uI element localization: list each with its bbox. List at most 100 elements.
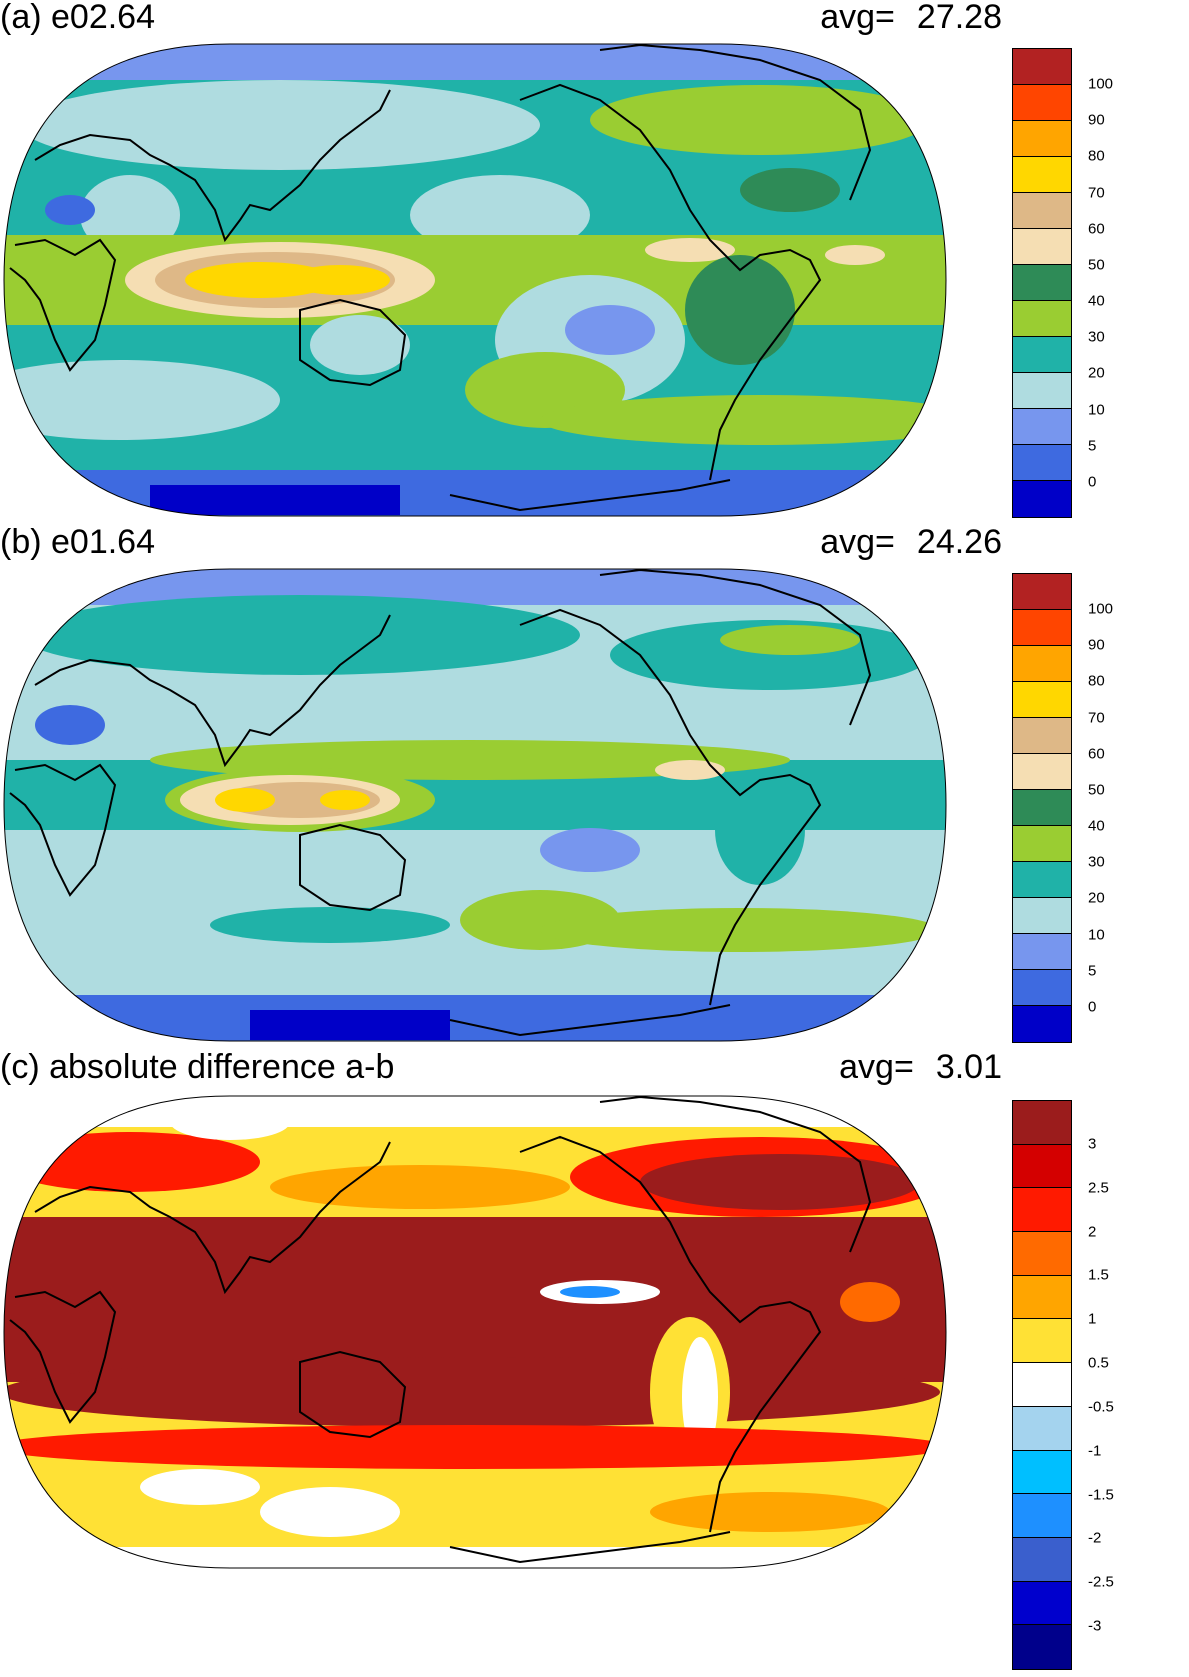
colorbar-swatch <box>1013 445 1071 481</box>
colorbar-swatch <box>1013 373 1071 409</box>
colorbar-tick-label: 30 <box>1088 853 1105 871</box>
colorbar-tick-label: 40 <box>1088 292 1105 310</box>
colorbar-tick-label: 50 <box>1088 256 1105 274</box>
colorbar-swatch <box>1013 301 1071 337</box>
colorbar-ticks: 100 90 80 70 60 50 40 30 20 10 5 0 <box>1088 573 1128 1043</box>
colorbar-tick-label: 1.5 <box>1088 1266 1109 1284</box>
colorbar-tick-label: 60 <box>1088 220 1105 238</box>
colorbar-tick-label: 90 <box>1088 111 1105 129</box>
colorbar-tick-label: -2 <box>1088 1529 1102 1547</box>
avg-label: avg= <box>820 523 895 561</box>
colorbar-tick-label: 50 <box>1088 781 1105 799</box>
colorbar-swatch <box>1013 754 1071 790</box>
colorbar-swatch <box>1013 193 1071 229</box>
colorbar-tick-label: 100 <box>1088 600 1114 618</box>
colorbar-swatch <box>1013 898 1071 934</box>
colorbar-tick-label: -1.5 <box>1088 1486 1114 1504</box>
colorbar <box>1012 573 1072 1043</box>
colorbar-swatch <box>1013 1537 1071 1582</box>
colorbar-swatch <box>1013 121 1071 157</box>
panel-average: avg= 27.28 <box>820 0 1002 34</box>
colorbar-swatch <box>1013 409 1071 445</box>
panel-title: (b) e01.64 <box>0 523 155 561</box>
colorbar-swatch <box>1013 1275 1071 1320</box>
colorbar-swatch <box>1013 1494 1071 1538</box>
coastlines <box>9 43 872 512</box>
colorbar-tick-label: 30 <box>1088 328 1105 346</box>
colorbar-tick-label: 5 <box>1088 437 1097 455</box>
colorbar-tick-label: 10 <box>1088 926 1105 944</box>
map-field <box>3 568 947 1042</box>
colorbar-tick-label: 80 <box>1088 147 1105 165</box>
colorbar-tick-label: 80 <box>1088 672 1105 690</box>
panel-title: (c) absolute difference a-b <box>0 1048 395 1086</box>
colorbar-tick-label: 1 <box>1088 1310 1097 1328</box>
colorbar-swatch <box>1013 646 1071 682</box>
coastlines <box>9 568 872 1037</box>
colorbar-swatch <box>1013 265 1071 301</box>
colorbar-tick-label: 100 <box>1088 75 1114 93</box>
colorbar-swatch <box>1013 1144 1071 1189</box>
panel-c: (c) absolute difference a-b avg= 3.01 <box>0 1050 1189 1677</box>
panel-average: avg= 24.26 <box>820 525 1002 559</box>
colorbar-swatch <box>1013 718 1071 754</box>
colorbar-swatch <box>1013 1006 1071 1042</box>
colorbar-tick-label: 60 <box>1088 745 1105 763</box>
colorbar-tick-label: 0 <box>1088 473 1097 491</box>
colorbar-swatch <box>1013 1363 1071 1407</box>
colorbar-swatch <box>1013 1406 1071 1451</box>
colorbar-tick-label: 90 <box>1088 636 1105 654</box>
map-field <box>3 43 947 517</box>
colorbar-tick-label: 40 <box>1088 817 1105 835</box>
coastlines <box>9 1095 872 1564</box>
colorbar-swatch <box>1013 934 1071 970</box>
colorbar-swatch <box>1013 85 1071 121</box>
colorbar-tick-label: 0 <box>1088 998 1097 1016</box>
colorbar-tick-label: 5 <box>1088 962 1097 980</box>
colorbar-tick-label: -3 <box>1088 1617 1102 1635</box>
colorbar-swatch <box>1013 481 1071 517</box>
colorbar-tick-label: 2.5 <box>1088 1179 1109 1197</box>
colorbar-tick-label: -2.5 <box>1088 1573 1114 1591</box>
colorbar-tick-label: 20 <box>1088 889 1105 907</box>
colorbar <box>1012 1100 1072 1670</box>
colorbar-swatch <box>1013 157 1071 193</box>
colorbar-swatch <box>1013 1450 1071 1495</box>
colorbar-tick-label: 3 <box>1088 1135 1097 1153</box>
colorbar <box>1012 48 1072 518</box>
colorbar-swatch <box>1013 970 1071 1006</box>
panel-title: (a) e02.64 <box>0 0 155 36</box>
colorbar-swatch <box>1013 1188 1071 1233</box>
colorbar-swatch <box>1013 337 1071 373</box>
panel-b: (b) e01.64 avg= 24.26 <box>0 525 1189 1050</box>
colorbar-tick-label: 10 <box>1088 401 1105 419</box>
colorbar-swatch <box>1013 574 1071 610</box>
colorbar-swatch <box>1013 1581 1071 1626</box>
avg-label: avg= <box>839 1048 914 1086</box>
panel-average: avg= 3.01 <box>839 1050 1002 1084</box>
colorbar-tick-label: 2 <box>1088 1223 1097 1241</box>
colorbar-swatch <box>1013 229 1071 265</box>
panel-a: (a) e02.64 avg= 27.28 <box>0 0 1189 525</box>
colorbar-tick-label: -0.5 <box>1088 1398 1114 1416</box>
map-field <box>3 1095 947 1569</box>
avg-value: 27.28 <box>916 0 1002 36</box>
colorbar-swatch <box>1013 49 1071 85</box>
colorbar-tick-label: -1 <box>1088 1442 1102 1460</box>
colorbar-swatch <box>1013 1232 1071 1276</box>
colorbar-swatch <box>1013 1625 1071 1669</box>
colorbar-swatch <box>1013 610 1071 646</box>
colorbar-swatch <box>1013 790 1071 826</box>
colorbar-ticks: 3 2.5 2 1.5 1 0.5 -0.5 -1 -1.5 -2 -2.5 -3 <box>1088 1100 1138 1670</box>
avg-value: 3.01 <box>935 1048 1002 1086</box>
colorbar-tick-label: 0.5 <box>1088 1354 1109 1372</box>
colorbar-ticks: 100 90 80 70 60 50 40 30 20 10 5 0 <box>1088 48 1128 518</box>
colorbar-swatch <box>1013 826 1071 862</box>
colorbar-swatch <box>1013 1101 1071 1145</box>
colorbar-swatch <box>1013 862 1071 898</box>
colorbar-tick-label: 70 <box>1088 709 1105 727</box>
avg-label: avg= <box>820 0 895 36</box>
avg-value: 24.26 <box>916 523 1002 561</box>
colorbar-tick-label: 70 <box>1088 184 1105 202</box>
colorbar-swatch <box>1013 682 1071 718</box>
